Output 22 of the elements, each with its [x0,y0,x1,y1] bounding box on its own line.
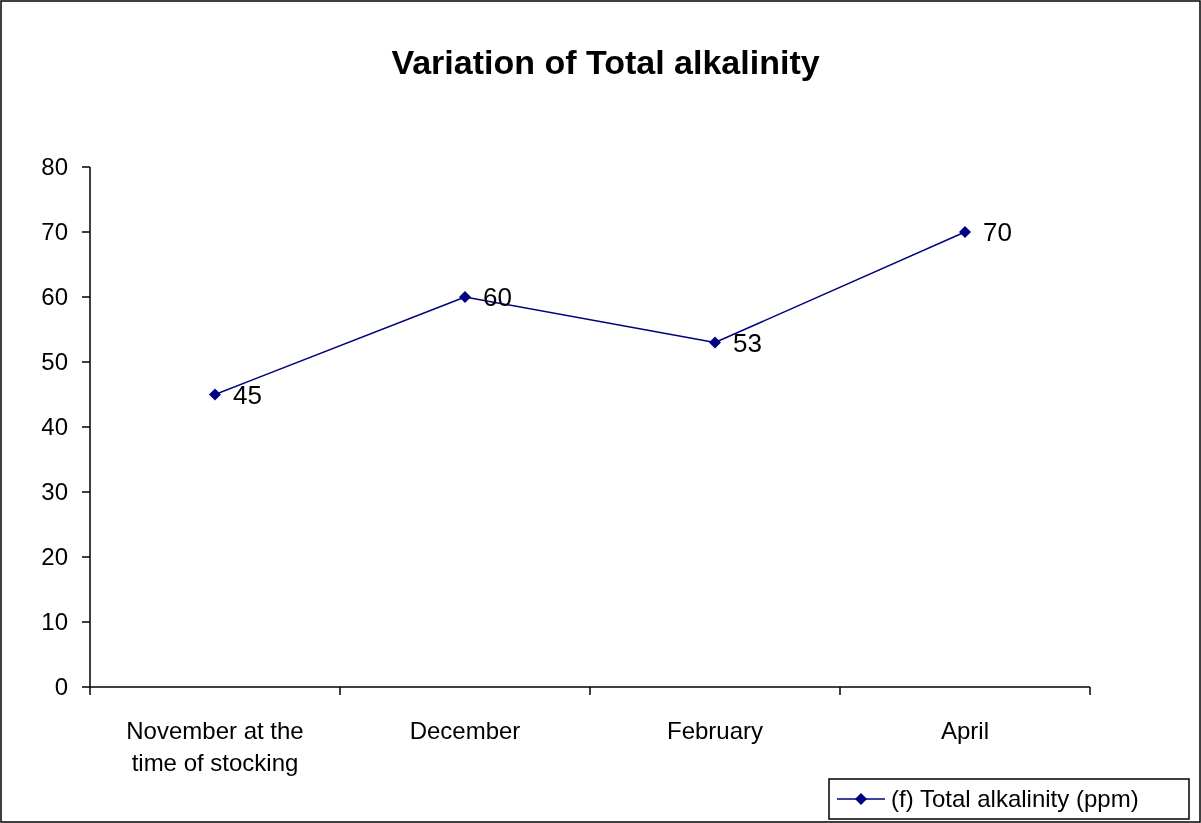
x-tick-label: April [940,717,990,744]
data-label: 45 [233,379,262,410]
point [959,226,971,238]
y-tick-label: 40 [41,413,68,441]
data-label: 70 [983,217,1012,247]
data-label: 53 [733,327,762,358]
y-tick-label: 60 [41,283,68,311]
point [459,291,471,303]
y-tick-label: 30 [41,478,68,506]
x-tick-label: November at the time of stocking [126,717,304,776]
x-tick-label: December [409,717,521,744]
y-tick-label: 50 [41,348,68,376]
legend-label: (f) Total alkalinity (ppm) [891,785,1139,813]
point [709,336,721,349]
point [209,388,221,401]
y-tick-label: 70 [41,218,68,246]
y-tick-label: 10 [41,608,68,636]
x-tick-label: February [666,717,764,744]
y-tick-label: 80 [41,153,68,181]
y-tick-label: 20 [41,543,68,571]
y-tick-label: 0 [54,673,68,701]
chart-title: Variation of Total alkalinity [391,43,820,81]
